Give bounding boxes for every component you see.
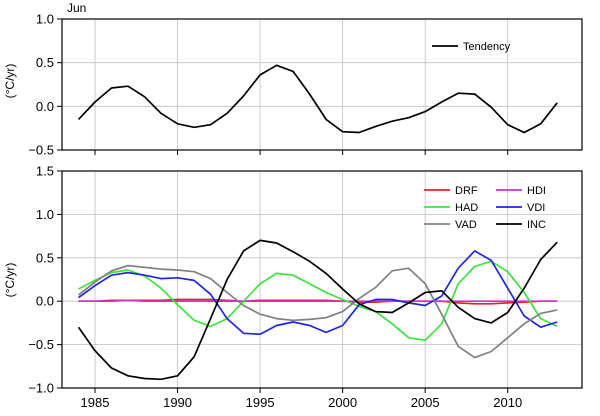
legend-label: VAD	[455, 219, 477, 231]
legend-label: VDI	[527, 202, 545, 214]
series-line-vdi	[77, 250, 558, 336]
series-line-tendency	[77, 64, 558, 134]
series-line-had	[78, 260, 558, 342]
top-ylabel: (°C/yr)	[3, 64, 17, 99]
series-line-hdi	[78, 299, 558, 303]
plot-frame	[61, 18, 583, 151]
x-tick-label: 2005	[411, 395, 440, 410]
series-line-drf	[78, 298, 558, 305]
components-panel: −1.0 −0.5 0.0 0.5 1.0 1.5 1985 1990 1995 2000 2005…	[28, 164, 583, 410]
plot-frame	[61, 170, 583, 389]
x-tick-label: 1990	[163, 395, 192, 410]
x-tick-label: 1985	[81, 395, 110, 410]
legend-label: HDI	[527, 185, 546, 197]
legend-label: Tendency	[463, 41, 511, 53]
y-tick-label: −0.5	[28, 143, 54, 158]
y-tick-label: 1.0	[36, 207, 54, 222]
tendency-panel: −0.5 0.0 0.5 1.0 Tendency	[28, 12, 583, 158]
y-tick-label: 0.0	[36, 99, 54, 114]
bottom-ylabel: (°C/yr)	[3, 263, 17, 298]
x-tick-label: 1995	[246, 395, 275, 410]
y-tick-label: 1.0	[36, 12, 54, 27]
y-tick-label: 0.5	[36, 250, 54, 265]
x-tick-label: 2010	[493, 395, 522, 410]
series-line-inc	[77, 239, 558, 381]
legend-label: HAD	[455, 202, 478, 214]
y-tick-label: −0.5	[28, 337, 54, 352]
month-label: Jun	[67, 1, 86, 15]
y-tick-label: −1.0	[28, 381, 54, 396]
x-tick-label: 2000	[328, 395, 357, 410]
y-tick-label: 0.0	[36, 294, 54, 309]
legend-label: DRF	[455, 185, 478, 197]
legend-label: INC	[527, 219, 546, 231]
series-line-vad	[77, 264, 558, 359]
y-tick-label: 1.5	[36, 164, 54, 179]
y-tick-label: 0.5	[36, 55, 54, 70]
